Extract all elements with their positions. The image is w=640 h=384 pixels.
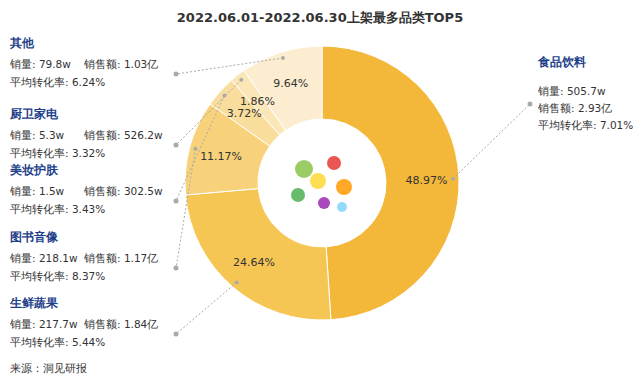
leader-line: [176, 58, 283, 74]
data-label: 11.17%: [200, 150, 242, 163]
data-label: 1.86%: [240, 95, 275, 108]
annotation: 销售额: 1.03亿: [83, 58, 158, 70]
leader-dot: [174, 332, 179, 337]
leader-line: [176, 96, 225, 201]
category-label: 美妆护肤: [9, 163, 59, 177]
annotation: 销量: 1.5w: [9, 185, 65, 197]
leader-line: [453, 104, 530, 179]
icon-decoration: [337, 202, 347, 212]
annotation: 销量: 5.3w: [9, 129, 65, 141]
title: 2022.06.01-2022.06.30上架最多品类TOP5: [177, 10, 463, 25]
annotation: 平均转化率: 8.37%: [10, 270, 105, 282]
category-label: 图书音像: [10, 230, 59, 244]
leader-dot: [174, 143, 179, 148]
annotation: 平均转化率: 3.43%: [10, 203, 105, 215]
annotation: 销售额: 302.5w: [83, 185, 163, 197]
annotation: 销售额: 2.93亿: [537, 102, 612, 114]
leader-dot: [528, 102, 533, 107]
annotation: 销售额: 1.84亿: [83, 318, 158, 330]
annotation: 销售额: 1.17亿: [83, 252, 158, 264]
slice: [322, 46, 459, 320]
category-label: 生鲜蔬果: [9, 296, 59, 310]
data-label: 9.64%: [273, 77, 308, 90]
icon-decoration: [310, 173, 326, 189]
leader-dot: [239, 78, 243, 82]
annotation: 平均转化率: 6.24%: [10, 76, 105, 88]
category-label: 厨卫家电: [9, 107, 59, 121]
leader-dot: [194, 147, 198, 151]
annotation: 平均转化率: 7.01%: [538, 119, 633, 131]
leader-dot: [174, 199, 179, 204]
annotation: 销售额: 526.2w: [83, 129, 163, 141]
leader-dot: [174, 266, 179, 271]
annotation: 平均转化率: 3.32%: [10, 147, 105, 159]
annotation: 销量: 505.7w: [537, 85, 606, 97]
slices: [185, 46, 459, 320]
leader-line: [176, 149, 196, 268]
source: 来源：洞见研报: [10, 362, 87, 375]
icon-decoration: [295, 160, 313, 178]
annotation: 销量: 79.8w: [9, 58, 71, 70]
leader-line: [176, 282, 237, 334]
leader-dot: [223, 94, 227, 98]
annotation: 销量: 218.1w: [9, 252, 78, 264]
center-hole: [260, 121, 384, 245]
annotation: 平均转化率: 5.44%: [10, 336, 105, 348]
leader-dot: [451, 177, 455, 181]
leader-line: [176, 80, 241, 145]
data-label: 3.72%: [227, 107, 262, 120]
chart-root: 2022.06.01-2022.06.30上架最多品类TOP5 48.97% 24.…: [0, 0, 640, 384]
annotation: 销量: 217.7w: [9, 318, 78, 330]
icon-decoration: [291, 188, 305, 202]
data-label: 24.64%: [233, 256, 275, 269]
icon-decoration: [336, 179, 352, 195]
data-label: 48.97%: [405, 174, 447, 187]
category-label: 其他: [9, 36, 35, 50]
icon-decoration: [327, 156, 341, 170]
leader-dot: [281, 56, 285, 60]
leader-dot: [235, 280, 239, 284]
slice: [185, 104, 270, 195]
category-label: 食品饮料: [537, 55, 586, 69]
icon-decoration: [318, 197, 330, 209]
leader-dot: [174, 72, 179, 77]
